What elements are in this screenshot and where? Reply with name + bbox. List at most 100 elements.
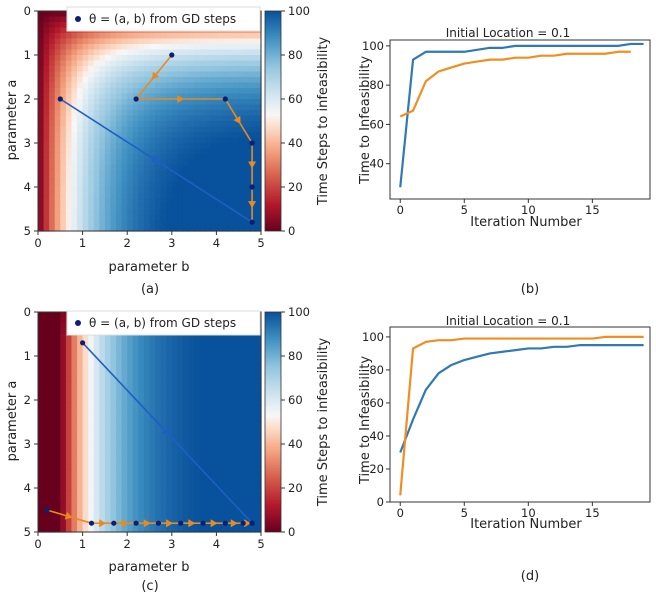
y-tick-label: 3 — [24, 136, 31, 150]
gd-step-marker — [88, 520, 95, 526]
y-tick-label: 1 — [24, 349, 31, 363]
path-orange-arrowhead — [233, 115, 241, 124]
colorbar-label: Time Steps to infeasibility — [316, 338, 331, 508]
panel-a-label: (a) — [141, 282, 159, 297]
panel-c-ylabel: parameter a — [5, 381, 20, 462]
gd-step-marker — [222, 96, 228, 102]
panel-a-legend-label: θ = (a, b) from GD steps — [89, 12, 236, 26]
y-tick-label: 0 — [24, 4, 31, 18]
panel-b-line-chart: Initial Location = 0.1 Time to Infeasibi… — [358, 26, 651, 297]
path-orange-arrowhead — [64, 511, 73, 520]
path-blue-arrowhead — [151, 155, 160, 163]
gd-step-marker — [169, 52, 175, 58]
x-tick-label: 2 — [124, 236, 131, 250]
panel-b-xlabel: Iteration Number — [470, 215, 582, 230]
path-orange-arrowhead — [151, 71, 160, 80]
y-tick-label: 4 — [24, 180, 31, 194]
x-tick-label: 10 — [521, 506, 536, 520]
x-tick-label: 5 — [257, 537, 264, 551]
path-orange-arrowhead — [166, 519, 174, 528]
y-tick-label: 20 — [369, 462, 384, 476]
path-orange-arrowhead — [188, 519, 196, 528]
gd-step-marker — [80, 340, 86, 346]
gd-step-marker — [111, 520, 117, 526]
colorbar-tick-label: 60 — [288, 92, 303, 106]
panel-d-label: (d) — [521, 569, 539, 584]
x-tick-label: 3 — [168, 537, 175, 551]
panel-d-line-chart: Initial Location = 0.1 Time to Infeasibi… — [358, 314, 651, 584]
x-tick-label: 4 — [213, 236, 220, 250]
panel-c-legend-label: θ = (a, b) from GD steps — [89, 316, 236, 330]
y-tick-label: 2 — [24, 92, 31, 106]
colorbar-gradient — [264, 10, 282, 232]
panel-a-colorbar: 0 20 40 60 80 100 Time Steps to infeasibility — [264, 4, 331, 238]
y-tick-label: 1 — [24, 48, 31, 62]
colorbar-tick-label: 80 — [288, 349, 303, 363]
x-tick-label: 0 — [34, 537, 41, 551]
y-tick-label: 80 — [369, 78, 384, 92]
panel-c-legend: θ = (a, b) from GD steps — [66, 310, 261, 336]
y-tick-label: 40 — [369, 429, 384, 443]
panel-a-xlabel: parameter b — [108, 260, 189, 275]
series-line-orange — [399, 335, 644, 496]
panel-b-title: Initial Location = 0.1 — [446, 26, 571, 40]
x-tick-label: 3 — [168, 236, 175, 250]
panel-c-label: (c) — [141, 579, 158, 593]
colorbar-gradient — [264, 311, 282, 533]
series-line-blue — [399, 42, 644, 188]
panel-d-title: Initial Location = 0.1 — [446, 314, 571, 328]
x-tick-label: 4 — [213, 537, 220, 551]
y-tick-label: 80 — [369, 363, 384, 377]
panel-b-label: (b) — [521, 282, 539, 297]
x-tick-label: 10 — [521, 203, 536, 217]
y-tick-label: 4 — [24, 481, 31, 495]
path-orange-arrowhead — [230, 519, 238, 528]
gd-step-marker — [133, 96, 139, 102]
x-tick-label: 5 — [257, 236, 264, 250]
legend-marker-icon — [75, 16, 81, 22]
path-orange-arrowhead — [143, 519, 151, 528]
path-orange-arrowhead — [177, 95, 185, 103]
y-tick-label: 60 — [369, 117, 384, 131]
colorbar-tick-label: 60 — [288, 393, 303, 407]
gd-step-marker — [240, 520, 246, 526]
gd-step-marker — [44, 507, 50, 513]
x-tick-label: 15 — [585, 506, 600, 520]
colorbar-tick-label: 0 — [288, 525, 295, 539]
colorbar-label: Time Steps to infeasibility — [316, 37, 331, 207]
path-orange-arrowhead — [244, 519, 252, 528]
panel-a-ylabel: parameter a — [5, 80, 20, 161]
gd-step-marker — [155, 520, 162, 526]
path-blue-arrowhead — [162, 427, 170, 436]
panel-c-colorbar: 0 20 40 60 80 100 Time Steps to infeasibility — [264, 305, 331, 539]
x-tick-label: 0 — [34, 236, 41, 250]
path-orange-arrowhead — [121, 519, 129, 528]
series-line-blue — [399, 344, 644, 453]
panel-c-xlabel: parameter b — [108, 560, 189, 575]
colorbar-tick-label: 100 — [288, 4, 310, 18]
x-tick-label: 15 — [585, 203, 600, 217]
gd-step-marker — [249, 219, 255, 225]
gd-step-marker — [249, 140, 255, 146]
gd-step-marker — [200, 520, 206, 526]
gd-step-marker — [249, 184, 255, 190]
colorbar-tick-label: 100 — [288, 305, 310, 319]
colorbar-tick-label: 20 — [288, 180, 303, 194]
x-tick-label: 0 — [397, 203, 404, 217]
gd-step-marker — [133, 520, 139, 526]
colorbar-tick-label: 80 — [288, 48, 303, 62]
x-tick-label: 1 — [79, 236, 86, 250]
x-tick-label: 2 — [124, 537, 131, 551]
gd-step-marker — [222, 520, 228, 526]
colorbar-tick-label: 20 — [288, 481, 303, 495]
path-orange-arrowhead — [99, 519, 107, 528]
colorbar-tick-label: 0 — [288, 224, 295, 238]
panel-d-xlabel: Iteration Number — [470, 517, 582, 532]
x-tick-label: 1 — [79, 537, 86, 551]
panel-a-legend: θ = (a, b) from GD steps — [66, 6, 261, 32]
colorbar-tick-label: 40 — [288, 136, 303, 150]
x-tick-label: 0 — [397, 506, 404, 520]
path-orange-arrowhead — [248, 161, 257, 169]
gd-step-marker — [178, 520, 184, 526]
x-tick-label: 5 — [461, 203, 468, 217]
